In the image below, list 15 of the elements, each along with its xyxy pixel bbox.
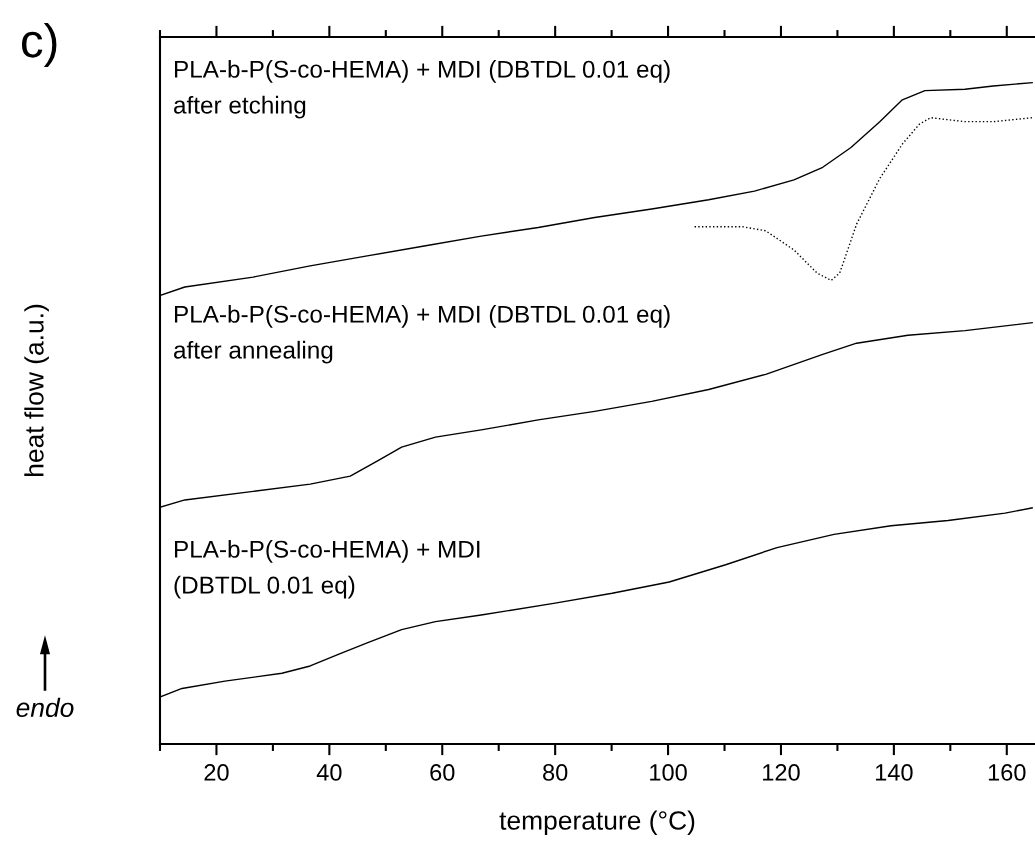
x-tick-label: 60: [430, 764, 455, 781]
x-tick-label: 120: [763, 764, 800, 781]
x-tick-label: 160: [988, 764, 1026, 781]
x-tick-label: 20: [204, 764, 229, 781]
annotation: PLA-b-P(S-co-HEMA) + MDI (DBTDL 0.01 eq): [174, 540, 480, 599]
chart-title: c): [22, 22, 57, 67]
x-axis-title: temperature (°C): [499, 810, 695, 836]
annotation: PLA-b-P(S-co-HEMA) + MDI (DBTDL 0.01 eq) after annealing: [174, 305, 670, 364]
x-tick-label: 140: [875, 764, 913, 781]
x-tick-label: 40: [316, 764, 342, 781]
x-tick-label: 100: [650, 764, 687, 781]
y-axis-title: heat flow (a.u.): [24, 304, 49, 476]
annotation: PLA-b-P(S-co-HEMA) + MDI (DBTDL 0.01 eq) after etching: [174, 60, 670, 119]
text: endo: [16, 697, 74, 718]
x-tick-label: 80: [543, 764, 568, 781]
